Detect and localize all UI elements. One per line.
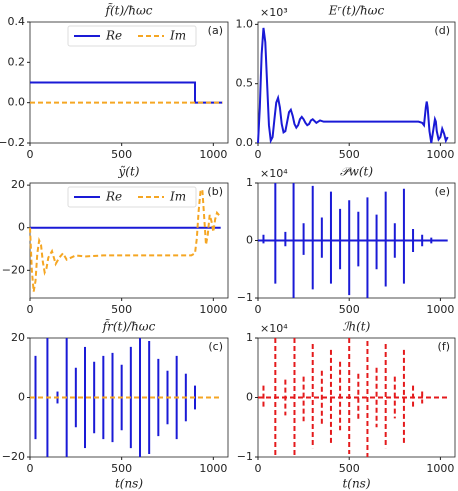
y-tick-label: −0.2 — [0, 136, 25, 149]
y-tick-label: 0 — [18, 391, 25, 404]
legend-label: Im — [169, 190, 186, 204]
x-tick-label: 1000 — [199, 303, 227, 316]
x-tick-label: 1000 — [426, 462, 454, 475]
y-tick-label: 0 — [18, 221, 25, 234]
y-tick-label: 0.4 — [8, 15, 26, 28]
y-tick-label: 0 — [246, 234, 253, 247]
panel-label: (c) — [208, 340, 223, 353]
series-line — [29, 186, 222, 292]
x-tick-label: 0 — [255, 303, 262, 316]
y-tick-label: 0.5 — [236, 77, 254, 90]
panel-label: (b) — [207, 185, 223, 198]
x-tick-label: 1000 — [426, 303, 454, 316]
panel-title: ỹ(t) — [118, 165, 140, 179]
x-tick-label: 500 — [111, 148, 132, 161]
legend-label: Im — [169, 29, 186, 43]
x-axis-label: t(ns) — [342, 477, 370, 491]
legend-box — [67, 25, 197, 47]
y-tick-label: 0.0 — [236, 136, 254, 149]
x-tick-label: 0 — [27, 303, 34, 316]
scale-label: ×10⁴ — [260, 322, 288, 335]
y-tick-label: −20 — [2, 450, 25, 463]
y-tick-label: 20 — [11, 178, 25, 191]
panel-label: (a) — [208, 24, 223, 37]
x-tick-label: 500 — [339, 303, 360, 316]
y-tick-label: −1 — [237, 291, 253, 304]
panel-title: 𝒫w(t) — [340, 165, 373, 179]
panel-label: (e) — [435, 185, 450, 198]
x-tick-label: 500 — [339, 462, 360, 475]
y-tick-label: −20 — [2, 263, 25, 276]
legend-label: Re — [105, 190, 122, 204]
panel-title: ℐh(t) — [343, 320, 371, 334]
x-tick-label: 0 — [255, 148, 262, 161]
x-tick-label: 500 — [111, 303, 132, 316]
y-tick-label: 0 — [246, 391, 253, 404]
plot-frame — [257, 21, 456, 144]
y-tick-label: 20 — [11, 331, 25, 344]
x-tick-label: 0 — [27, 462, 34, 475]
panel-title: f̃r(t)/ħωc — [102, 318, 156, 334]
x-tick-label: 0 — [27, 148, 34, 161]
y-tick-label: 0.0 — [8, 96, 26, 109]
legend-label: Re — [105, 29, 122, 43]
x-tick-label: 500 — [111, 462, 132, 475]
legend-box — [67, 186, 197, 208]
panel-label: (f) — [438, 340, 450, 353]
scale-label: ×10⁴ — [260, 167, 288, 180]
panel-label: (d) — [434, 24, 450, 37]
scale-label: ×10³ — [260, 6, 288, 19]
panel-title: Eʳ(t)/ħωc — [328, 4, 385, 18]
y-tick-label: 1 — [246, 176, 253, 189]
x-tick-label: 1000 — [199, 148, 227, 161]
x-tick-label: 1000 — [426, 148, 454, 161]
y-tick-label: 1 — [246, 331, 253, 344]
x-tick-label: 1000 — [199, 462, 227, 475]
y-tick-label: −1 — [237, 450, 253, 463]
y-tick-label: 1.0 — [236, 17, 254, 30]
x-tick-label: 500 — [339, 148, 360, 161]
series-line — [30, 81, 223, 104]
panel-title: f̃(t)/ħωc — [105, 2, 153, 18]
y-tick-label: 0.2 — [8, 55, 26, 68]
series-line — [257, 27, 449, 145]
x-axis-label: t(ns) — [115, 477, 143, 491]
x-tick-label: 0 — [255, 462, 262, 475]
